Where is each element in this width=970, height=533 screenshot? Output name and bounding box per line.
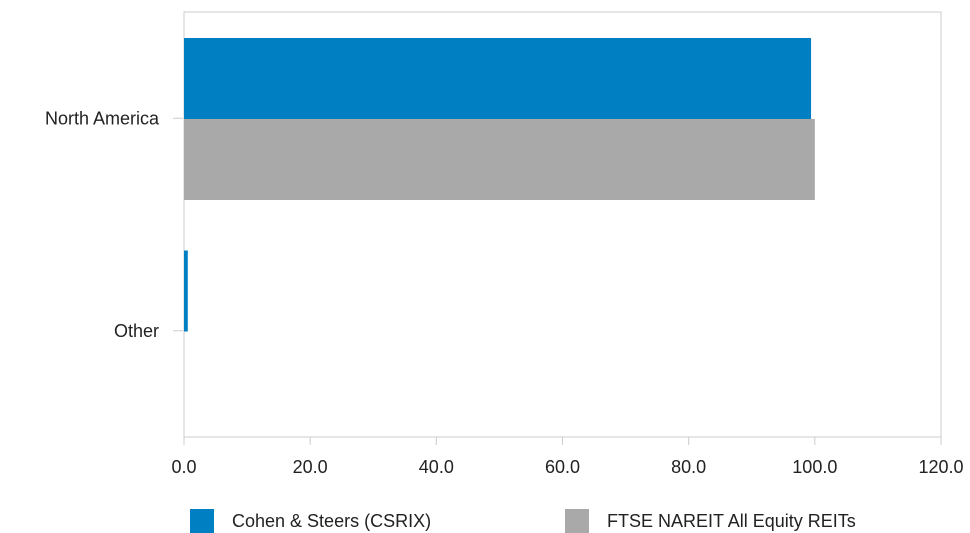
legend-item-series-2: FTSE NAREIT All Equity REITs [565, 500, 856, 533]
legend-swatch-series-1 [190, 509, 214, 533]
x-axis-tick-label: 120.0 [918, 457, 963, 477]
legend-label-series-2: FTSE NAREIT All Equity REITs [607, 511, 856, 531]
bar-chart: North America Other 0.0 20.0 40.0 60.0 80.0 10… [45, 11, 964, 477]
x-axis-tick-label: 100.0 [792, 457, 837, 477]
x-axis-tick-label: 80.0 [671, 457, 706, 477]
category-label: North America [45, 108, 160, 128]
x-axis-tick-label: 40.0 [419, 457, 454, 477]
bar-2-1 [184, 119, 815, 200]
category-label: Other [114, 321, 159, 341]
bars [184, 38, 815, 332]
bar-1-2 [184, 250, 188, 332]
x-axis-ticks [183, 437, 942, 445]
bar-1-1 [184, 38, 812, 119]
category-ticks [173, 117, 183, 332]
x-axis-tick-label: 20.0 [293, 457, 328, 477]
legend: Cohen & Steers (CSRIX) FTSE NAREIT All E… [190, 500, 950, 533]
legend-label-series-1: Cohen & Steers (CSRIX) [232, 511, 432, 531]
category-labels: North America Other [45, 108, 160, 341]
x-axis-tick-label: 60.0 [545, 457, 580, 477]
legend-item-series-1: Cohen & Steers (CSRIX) [190, 500, 431, 533]
x-axis-tick-labels: 0.0 20.0 40.0 60.0 80.0 100.0 120.0 [171, 457, 963, 477]
x-axis-tick-label: 0.0 [171, 457, 196, 477]
legend-swatch-series-2 [565, 509, 589, 533]
